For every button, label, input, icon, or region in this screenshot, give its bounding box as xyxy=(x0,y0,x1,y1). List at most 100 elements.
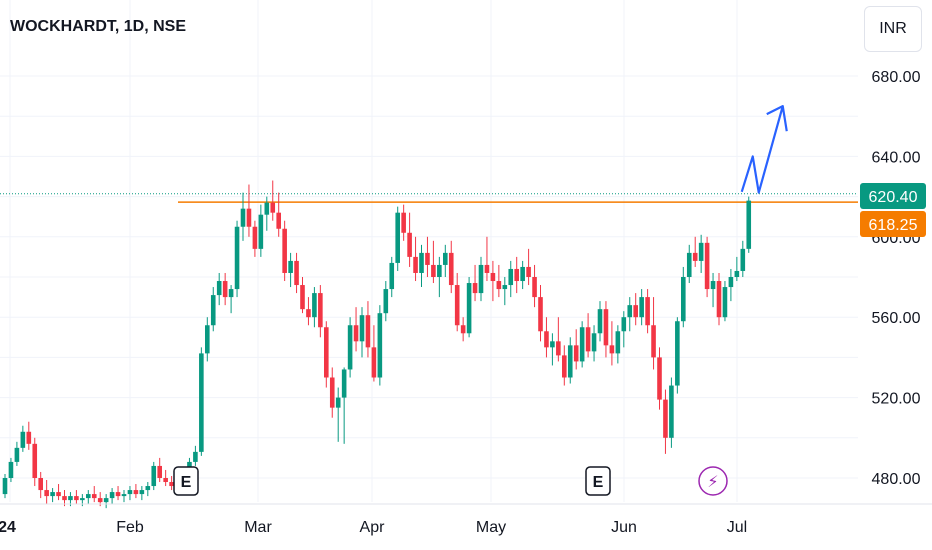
candle-body xyxy=(466,283,472,334)
candle-body xyxy=(716,281,722,318)
candle-body xyxy=(520,266,525,282)
drawings[interactable] xyxy=(740,105,788,194)
candle-body xyxy=(44,490,49,497)
candle-body xyxy=(425,252,430,265)
earnings-marker[interactable]: E xyxy=(173,466,199,496)
candle xyxy=(2,473,8,499)
candle xyxy=(389,256,395,298)
candle xyxy=(335,387,341,442)
x-tick-label: Feb xyxy=(116,519,144,536)
candle-body xyxy=(74,496,79,501)
candle xyxy=(443,244,448,277)
candle-body xyxy=(526,266,531,277)
candle-body xyxy=(675,321,680,386)
candle-body xyxy=(294,260,299,286)
candle-body xyxy=(431,264,436,277)
candle xyxy=(651,297,656,370)
candle-body xyxy=(270,202,276,213)
candle xyxy=(264,196,270,231)
chart-grid xyxy=(0,0,858,502)
candle-body xyxy=(490,272,496,282)
candle-body xyxy=(627,305,633,318)
candle-body xyxy=(109,492,115,499)
candle xyxy=(86,490,91,505)
x-tick-label: Jun xyxy=(611,519,637,536)
candle-body xyxy=(139,490,145,495)
candle-body xyxy=(710,281,716,290)
candle xyxy=(615,325,621,364)
x-axis: 24 Feb Mar Apr May Jun Jul xyxy=(0,503,932,536)
candle xyxy=(163,469,168,487)
earnings-label: E xyxy=(181,474,192,491)
earnings-icon xyxy=(585,466,611,496)
candle xyxy=(556,317,561,362)
x-tick-label: May xyxy=(476,519,506,536)
candle xyxy=(544,317,549,358)
candle xyxy=(56,484,61,501)
candle xyxy=(597,301,603,342)
candle xyxy=(669,377,674,448)
candle-body xyxy=(300,285,305,310)
candle-body xyxy=(615,331,621,354)
candle xyxy=(591,325,597,362)
candle-body xyxy=(532,277,537,298)
candle xyxy=(324,321,329,388)
last-price-badge-text: 620.40 xyxy=(869,189,918,206)
candle-body xyxy=(395,212,400,263)
y-tick-label: 640.00 xyxy=(872,149,921,166)
candle xyxy=(681,266,686,328)
x-tick-label: Apr xyxy=(360,519,386,536)
candle-body xyxy=(377,313,383,378)
candle-body xyxy=(318,293,323,328)
candle-body xyxy=(365,315,371,348)
candle xyxy=(252,220,258,257)
candle xyxy=(722,281,728,322)
event-markers[interactable]: E E ⚡ xyxy=(173,466,728,496)
y-tick-label: 560.00 xyxy=(872,310,921,327)
candle xyxy=(32,437,38,487)
candle xyxy=(62,490,67,507)
candle-body xyxy=(692,252,698,261)
candle xyxy=(210,287,216,332)
candle-body xyxy=(746,200,752,249)
candle-body xyxy=(329,377,335,408)
candle-body xyxy=(722,287,728,318)
candle xyxy=(746,196,752,253)
candle-body xyxy=(50,492,55,497)
candle-body xyxy=(567,345,573,378)
candle-body xyxy=(698,242,704,261)
candle-body xyxy=(335,397,341,408)
candle-body xyxy=(657,357,662,400)
candle xyxy=(234,220,240,298)
candle-body xyxy=(353,325,359,342)
earnings-marker[interactable]: E xyxy=(585,466,611,496)
candle-body xyxy=(734,270,740,277)
candle-body xyxy=(205,325,210,354)
candle xyxy=(740,240,746,277)
currency-selector[interactable]: INR xyxy=(864,6,922,52)
y-axis: 680.00640.00560.00520.00480.00600.00620.… xyxy=(860,69,926,488)
candle-body xyxy=(68,496,73,501)
candle-body xyxy=(573,345,579,362)
candle-body xyxy=(544,331,549,348)
candle-body xyxy=(639,297,644,318)
candle xyxy=(508,260,514,298)
price-levels xyxy=(0,193,858,203)
candle-body xyxy=(645,297,650,326)
candle xyxy=(585,313,591,358)
candle xyxy=(710,272,716,308)
candle-body xyxy=(115,492,121,497)
flash-event-marker[interactable]: ⚡ xyxy=(698,466,728,496)
candle xyxy=(14,441,20,466)
candle xyxy=(603,301,609,358)
candle xyxy=(395,206,400,271)
candle-body xyxy=(419,252,424,273)
candle-body xyxy=(193,451,198,462)
candle xyxy=(437,256,442,298)
candle xyxy=(270,180,276,221)
candle xyxy=(353,307,359,352)
candle xyxy=(240,192,246,241)
candle-body xyxy=(8,461,14,478)
candle xyxy=(550,333,555,366)
